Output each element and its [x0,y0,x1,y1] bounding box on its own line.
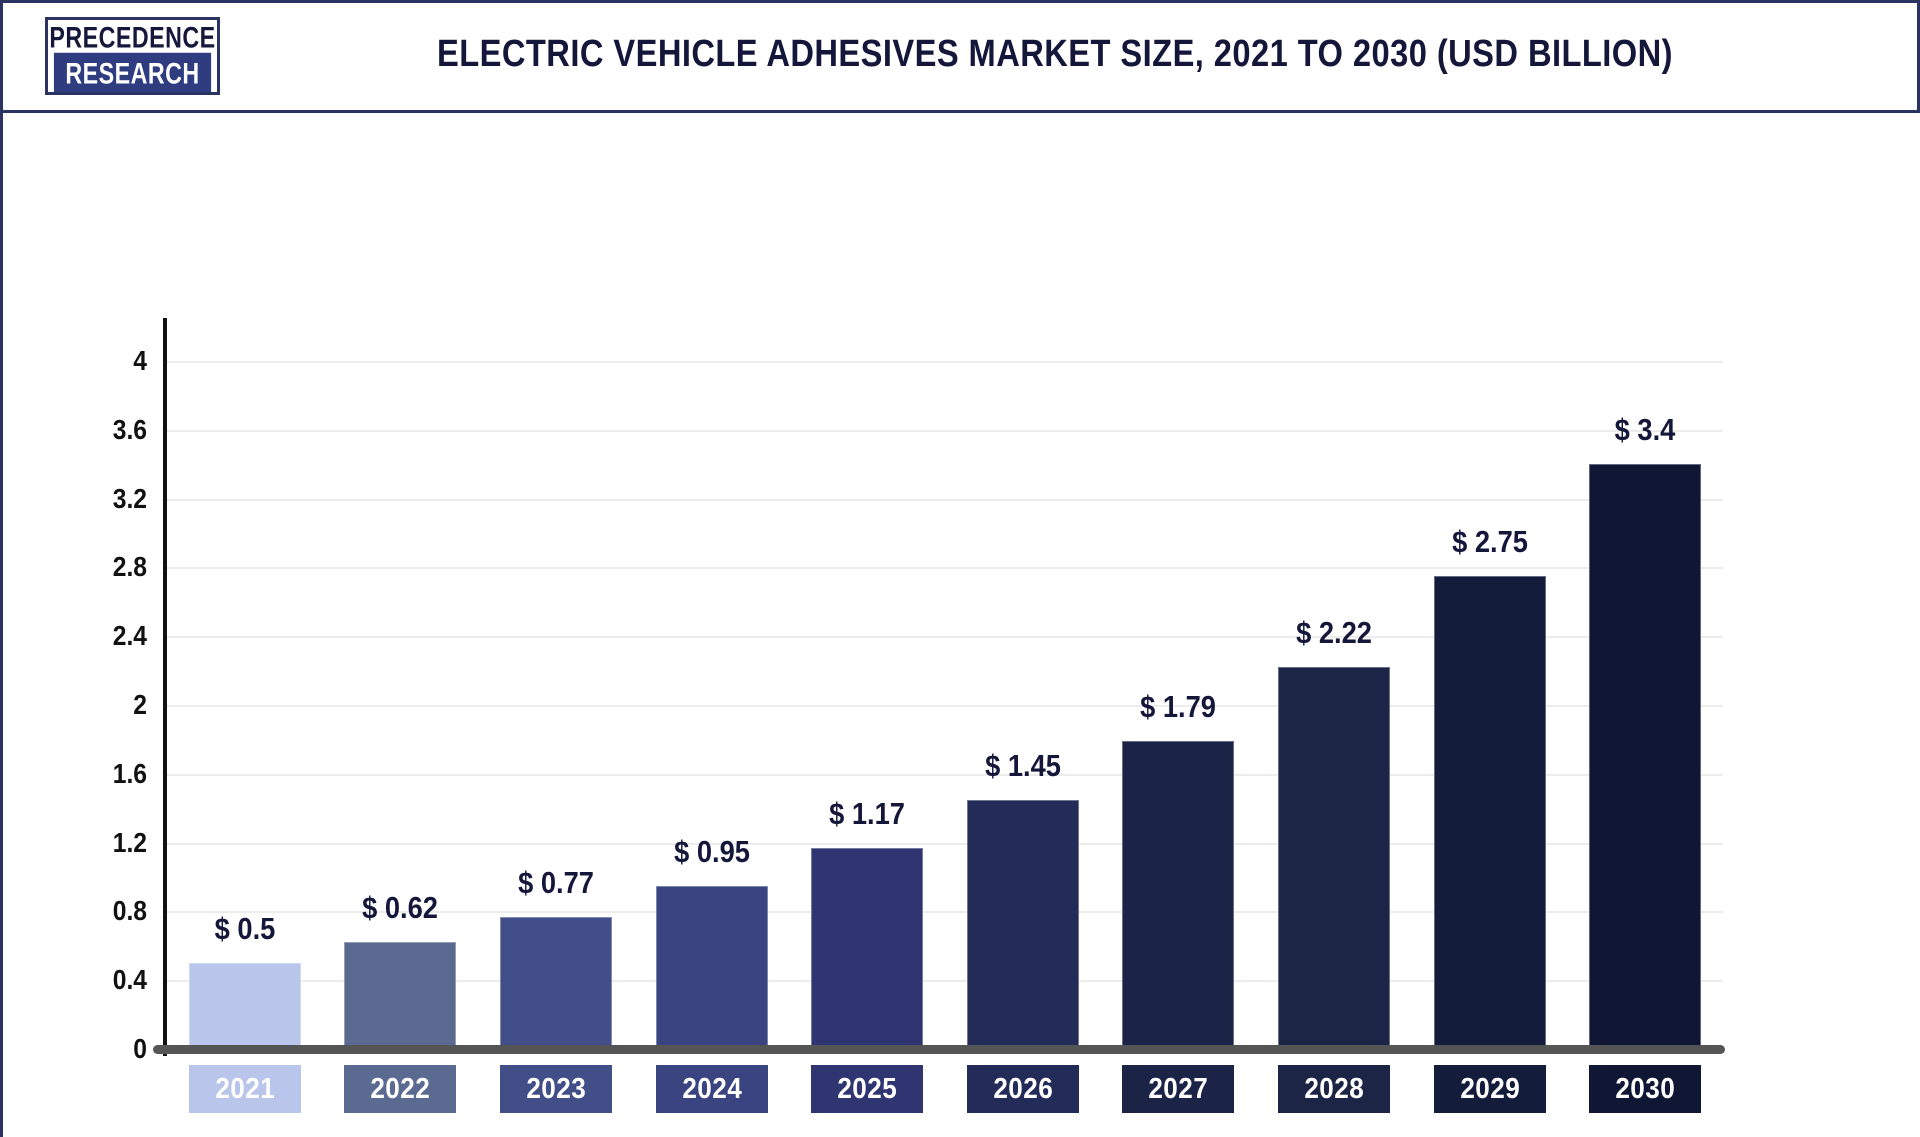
bar-2030[interactable] [1589,464,1701,1049]
x-axis-category-2027[interactable]: 2027 [1122,1065,1234,1113]
page-title: ELECTRIC VEHICLE ADHESIVES MARKET SIZE, … [437,33,1673,75]
page-header: PRECEDENCE RESEARCH ELECTRIC VEHICLE ADH… [3,3,1917,113]
x-axis-category-2021[interactable]: 2021 [189,1065,301,1113]
bar-value-label: $ 0.5 [214,911,276,946]
bar-2026[interactable] [967,800,1079,1049]
x-axis-line [153,1045,1725,1054]
bar-value-label: $ 1.17 [829,796,905,831]
bar-2024[interactable] [656,886,768,1049]
logo-top-text: PRECEDENCE [49,20,215,60]
y-axis-tick-label: 0.4 [112,964,147,996]
x-axis-category-label: 2025 [837,1072,897,1105]
bar-value-label: $ 3.4 [1614,412,1676,447]
x-axis-category-label: 2028 [1304,1072,1364,1105]
y-axis-tick-label: 0.8 [112,895,147,927]
x-axis-category-2028[interactable]: 2028 [1278,1065,1390,1113]
y-axis-line [163,318,167,1056]
bar-2021[interactable] [189,963,301,1049]
x-axis-category-2022[interactable]: 2022 [344,1065,456,1113]
x-axis-category-2024[interactable]: 2024 [656,1065,768,1113]
bar-2027[interactable] [1122,741,1234,1049]
bar-value-label: $ 0.95 [674,834,750,869]
y-axis-tick-label: 3.6 [112,413,147,445]
bar-value-label: $ 1.79 [1140,689,1216,724]
x-axis-category-label: 2029 [1460,1072,1520,1105]
bar-value-label: $ 1.45 [985,748,1061,783]
gridline [167,361,1723,363]
y-axis-tick-label: 1.2 [112,826,147,858]
x-axis-category-label: 2027 [1148,1072,1208,1105]
bar-2022[interactable] [344,942,456,1049]
gridline [167,429,1723,432]
x-axis-category-2023[interactable]: 2023 [500,1065,612,1113]
x-axis-category-2030[interactable]: 2030 [1589,1065,1701,1113]
gridline [167,567,1723,570]
bar-value-label: $ 0.62 [362,890,438,925]
y-axis-tick-label: 3.2 [112,482,147,514]
x-axis-category-label: 2021 [215,1072,275,1105]
x-axis-category-2026[interactable]: 2026 [967,1065,1079,1113]
x-axis-category-label: 2026 [993,1072,1053,1105]
chart-plot-area: 4 3.6 3.2 2.8 2.4 2 1.6 1.2 0.8 0.4 0 $ 0.5 $ 0.62 $… [3,113,1920,1137]
y-axis-tick-label: 2 [133,689,147,720]
precedence-research-logo: PRECEDENCE RESEARCH [45,17,220,95]
gridline [167,705,1723,707]
bar-value-label: $ 0.77 [518,865,594,900]
x-axis-category-label: 2030 [1615,1072,1675,1105]
bar-2028[interactable] [1278,667,1390,1049]
bar-value-label: $ 2.22 [1296,615,1372,650]
bar-value-label: $ 2.75 [1452,524,1528,559]
y-axis-tick-label: 2.4 [112,620,147,652]
bar-2025[interactable] [811,848,923,1049]
gridline [167,842,1723,845]
y-axis-tick-label: 0 [133,1033,147,1064]
gridline [167,636,1723,639]
x-axis-category-label: 2023 [526,1072,586,1105]
x-axis-category-2029[interactable]: 2029 [1434,1065,1546,1113]
gridline [167,498,1723,501]
gridline [167,911,1723,914]
bar-2023[interactable] [500,917,612,1049]
y-axis-tick-label: 4 [133,345,147,376]
logo-bottom-text: RESEARCH [53,52,212,92]
y-axis-tick-label: 2.8 [112,551,147,583]
y-axis-tick-label: 1.6 [112,757,147,789]
gridline [167,980,1723,983]
x-axis-category-label: 2024 [682,1072,742,1105]
x-axis-category-2025[interactable]: 2025 [811,1065,923,1113]
bar-2029[interactable] [1434,576,1546,1049]
gridline [167,773,1723,776]
x-axis-category-label: 2022 [370,1072,430,1105]
